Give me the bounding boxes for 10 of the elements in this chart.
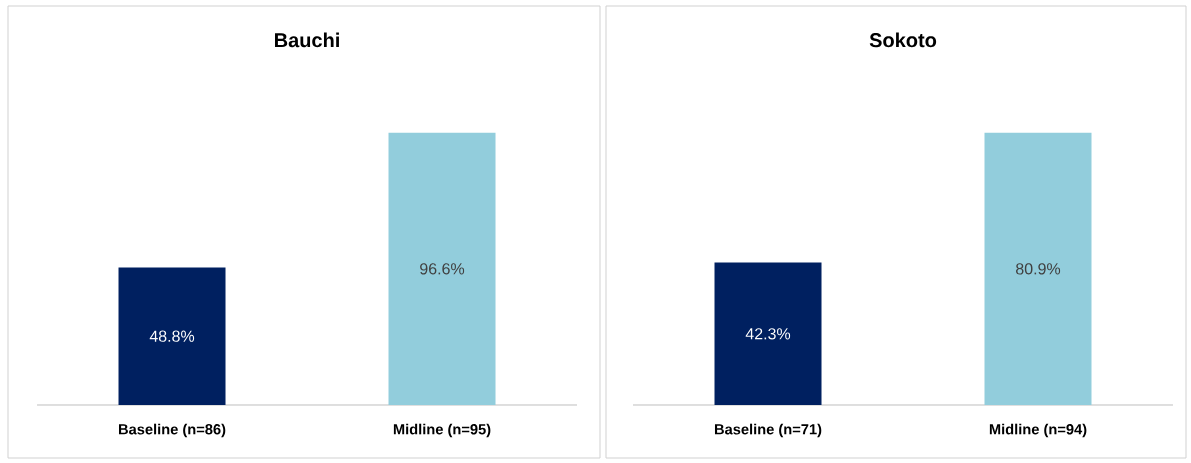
data-label: 80.9% [1016,263,1061,275]
chart-title: Sokoto [869,32,937,48]
x-tick-label: Midline (n=95) [393,423,491,438]
data-label: 48.8% [149,330,195,342]
data-label: 42.3% [745,328,791,340]
chart-title: Bauchi [275,32,339,48]
x-tick-label: Midline (n=94) [989,423,1087,438]
x-tick-label: Baseline (n=71) [714,423,822,438]
x-tick-label: Baseline (n=86) [118,423,226,438]
data-label: 96.6% [420,263,465,275]
